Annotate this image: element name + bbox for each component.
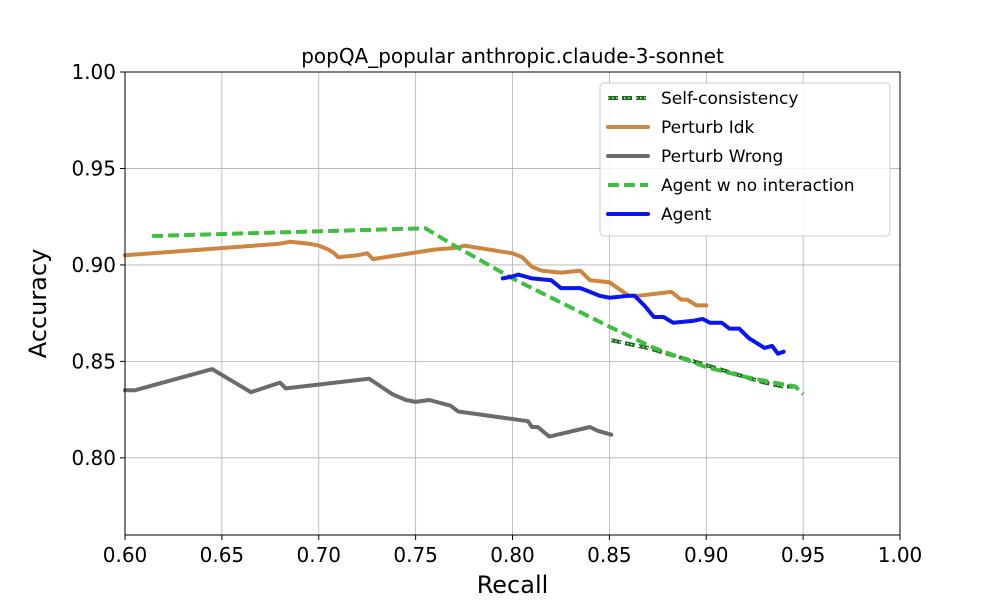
x-tick-label: 0.65	[200, 543, 245, 567]
y-tick-label: 0.80	[71, 446, 116, 470]
y-tick-label: 0.95	[71, 156, 116, 180]
x-tick-label: 0.90	[684, 543, 729, 567]
x-tick-label: 0.80	[490, 543, 535, 567]
legend-label-agent: Agent	[661, 205, 712, 225]
chart-title: popQA_popular anthropic.claude-3-sonnet	[301, 44, 724, 68]
series-layer	[123, 226, 805, 439]
series-line-agent-w-no-interaction	[152, 226, 805, 396]
x-axis-title: Recall	[477, 571, 549, 599]
legend-label-agent-w-no-interaction: Agent w no interaction	[661, 176, 855, 196]
y-tick-label: 1.00	[71, 60, 116, 84]
series-line-perturb-idk	[123, 239, 709, 308]
legend-label-perturb-wrong: Perturb Wrong	[661, 147, 783, 167]
series-line-agent	[500, 272, 786, 356]
x-tick-label: 1.00	[878, 543, 923, 567]
x-tick-label: 0.60	[103, 543, 148, 567]
legend: Self-consistency Perturb Idk Perturb Wrong…	[599, 82, 891, 237]
y-axis-title: Accuracy	[24, 249, 52, 359]
series-line-perturb-wrong	[123, 367, 614, 439]
x-tick-label: 0.70	[296, 543, 341, 567]
legend-label-perturb-idk: Perturb Idk	[661, 118, 755, 138]
x-tick-label: 0.75	[393, 543, 438, 567]
legend-label-self-consistency: Self-consistency	[661, 89, 798, 109]
y-tick-label: 0.85	[71, 349, 116, 373]
x-tick-label: 0.95	[781, 543, 826, 567]
legend-box	[599, 82, 891, 237]
y-tick-label: 0.90	[71, 253, 116, 277]
axis-ticks: 0.60 0.65 0.70 0.75 0.80 0.85 0.90 0.95 1.00 0.80…	[71, 60, 922, 567]
x-tick-label: 0.85	[587, 543, 632, 567]
